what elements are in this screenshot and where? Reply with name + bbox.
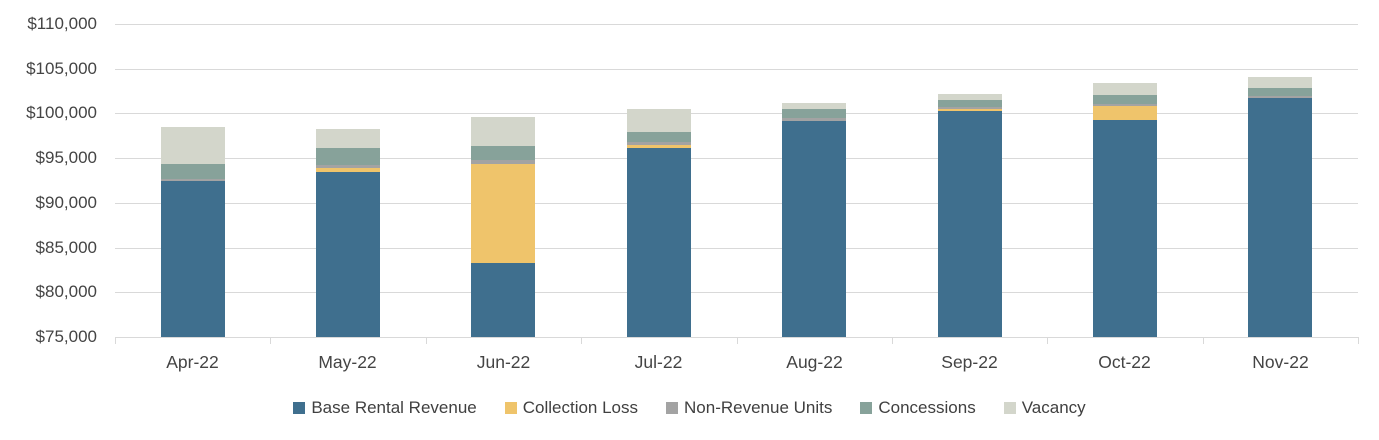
bar-segment [316,171,380,337]
legend-item: Collection Loss [504,398,639,418]
legend-swatch [666,402,679,414]
bar-segment [316,148,380,166]
bar-segment [471,159,535,164]
gridline [115,337,1358,338]
gridline [115,113,1358,114]
bar-segment [627,148,691,337]
bar-segment [1248,88,1312,97]
bar-segment [627,141,691,145]
bar-segment [938,107,1002,110]
y-tick-label: $95,000 [35,148,97,167]
bar-segment [161,163,225,180]
y-tick-label: $75,000 [35,327,97,346]
y-tick-label: $110,000 [27,14,97,33]
bar-segment [1248,77,1312,89]
x-axis-tick [426,337,427,344]
legend-swatch [1003,402,1016,414]
legend-label: Concessions [878,398,976,417]
y-tick-label: $80,000 [35,282,97,301]
bar-segment [316,129,380,149]
legend-item: Vacancy [1003,398,1086,418]
y-tick-label: $90,000 [35,193,97,212]
bar-segment [627,132,691,142]
gridline [115,24,1358,25]
legend: Base Rental Revenue Collection Loss Non-Re… [0,398,1379,418]
x-axis-tick [892,337,893,344]
legend-label: Vacancy [1021,398,1086,417]
x-tick-label: Apr-22 [166,352,219,372]
x-tick-label: Oct-22 [1098,352,1151,372]
bar-segment [627,108,691,133]
bar-segment [1093,83,1157,95]
legend-swatch [504,402,517,414]
y-tick-label: $85,000 [35,238,97,257]
bar-segment [938,110,1002,337]
bar-segment [627,144,691,149]
legend-swatch [293,402,306,414]
x-axis-tick [1047,337,1048,344]
x-axis-tick [737,337,738,344]
bar-segment [471,146,535,160]
bar-segment [782,121,846,337]
x-tick-label: Jun-22 [476,352,531,372]
bar-segment [471,117,535,147]
bar-segment [1093,119,1157,337]
x-tick-label: May-22 [318,352,377,372]
bar-segment [938,109,1002,111]
x-axis-tick [270,337,271,344]
legend-label: Non-Revenue Units [684,398,833,417]
legend-label: Collection Loss [522,398,639,417]
bar-segment [1248,96,1312,99]
x-axis-tick [581,337,582,344]
y-tick-label: $100,000 [26,103,97,122]
x-axis-tick [1358,337,1359,344]
x-axis-tick [1203,337,1204,344]
legend-item: Non-Revenue Units [666,398,832,418]
y-tick-label: $105,000 [26,59,97,78]
legend-swatch [860,402,873,414]
bar-segment [471,163,535,263]
legend-item: Base Rental Revenue [293,398,477,418]
gridline [115,248,1358,249]
bar-segment [316,168,380,172]
legend-label: Base Rental Revenue [311,398,477,417]
bar-segment [1093,105,1157,120]
bar-segment [161,127,225,164]
bar-segment [161,179,225,182]
bar-segment [782,118,846,122]
bar-segment [1093,94,1157,104]
x-tick-label: Aug-22 [786,352,843,372]
bar-segment [782,103,846,110]
x-tick-label: Sep-22 [941,352,998,372]
x-tick-label: Nov-22 [1252,352,1309,372]
gridline [115,158,1358,159]
x-tick-label: Jul-22 [634,352,683,372]
gridline [115,292,1358,293]
x-axis-tick [115,337,116,344]
bar-segment [938,94,1002,101]
bar-segment [938,100,1002,108]
bar-segment [161,181,225,337]
legend-item: Concessions [860,398,976,418]
gridline [115,69,1358,70]
bar-segment [1248,98,1312,337]
bar-segment [1093,103,1157,106]
gridline [115,203,1358,204]
bar-segment [782,109,846,119]
bar-segment [316,165,380,169]
bar-segment [471,262,535,337]
